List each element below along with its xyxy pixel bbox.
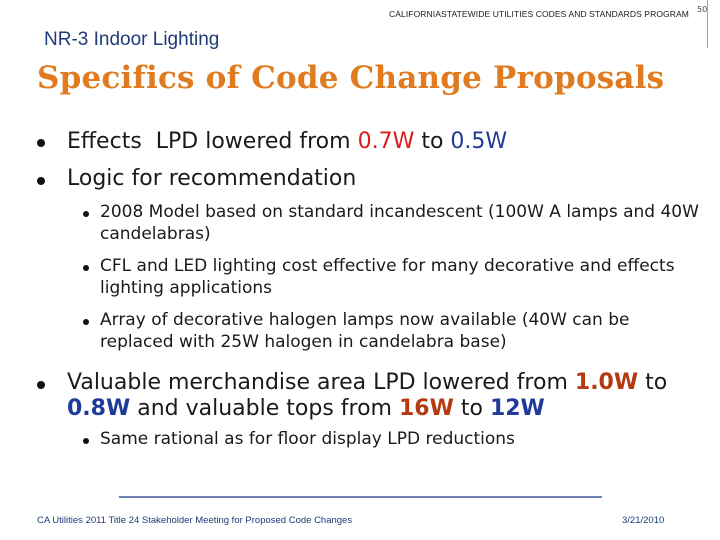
- slide-subtitle: NR-3 Indoor Lighting: [44, 29, 220, 50]
- merch-value-from: 1.0W: [574, 370, 639, 395]
- tops-value-to: 12W: [489, 396, 545, 421]
- header-divider: [707, 0, 708, 48]
- bullet-merchandise: Valuable merchandise area LPD lowered fr…: [67, 370, 687, 422]
- sub-bullet-dot: [83, 211, 89, 217]
- page-number: 50: [697, 5, 708, 14]
- footer-date: 3/21/2010: [622, 515, 665, 526]
- bullet-dot: [37, 139, 45, 147]
- merch-value-to: 0.8W: [67, 396, 131, 421]
- sub-bullet-dot: [83, 265, 89, 271]
- sub-bullet-model: 2008 Model based on standard incandescen…: [100, 202, 699, 244]
- sub-bullet-halogen: Array of decorative halogen lamps now av…: [100, 310, 630, 352]
- bullet-logic: Logic for recommendation: [67, 166, 357, 191]
- merch-text-2: to: [638, 370, 668, 395]
- sub-bullet-cfl-led: CFL and LED lighting cost effective for …: [100, 256, 675, 298]
- effects-prefix: Effects LPD lowered from: [67, 129, 358, 154]
- merch-text-3: and valuable tops from: [130, 396, 399, 421]
- program-header: CALIFORNIASTATEWIDE UTILITIES CODES AND …: [389, 9, 689, 19]
- effects-from-value: 0.7W: [357, 129, 415, 154]
- footer-divider: [119, 496, 602, 498]
- sub-bullet-rational: Same rational as for floor display LPD r…: [100, 429, 515, 449]
- effects-middle: to: [414, 129, 451, 154]
- tops-value-from: 16W: [398, 396, 454, 421]
- sub-bullet-dot: [83, 438, 89, 444]
- slide-title: Specifics of Code Change Proposals: [37, 60, 665, 96]
- bullet-effects: Effects LPD lowered from 0.7W to 0.5W: [67, 129, 507, 155]
- sub-bullet-dot: [83, 319, 89, 325]
- bullet-dot: [37, 177, 45, 185]
- bullet-dot: [37, 381, 45, 389]
- merch-text-1: Valuable merchandise area LPD lowered fr…: [67, 370, 575, 395]
- footer-meeting-title: CA Utilities 2011 Title 24 Stakeholder M…: [37, 515, 353, 526]
- effects-to-value: 0.5W: [450, 129, 508, 154]
- merch-text-4: to: [453, 396, 490, 421]
